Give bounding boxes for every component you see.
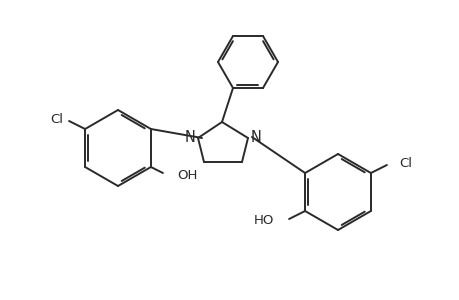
- Text: N: N: [250, 130, 261, 145]
- Text: Cl: Cl: [50, 112, 63, 125]
- Text: HO: HO: [253, 214, 274, 227]
- Text: N: N: [184, 130, 195, 145]
- Text: OH: OH: [177, 169, 197, 182]
- Text: Cl: Cl: [398, 157, 411, 169]
